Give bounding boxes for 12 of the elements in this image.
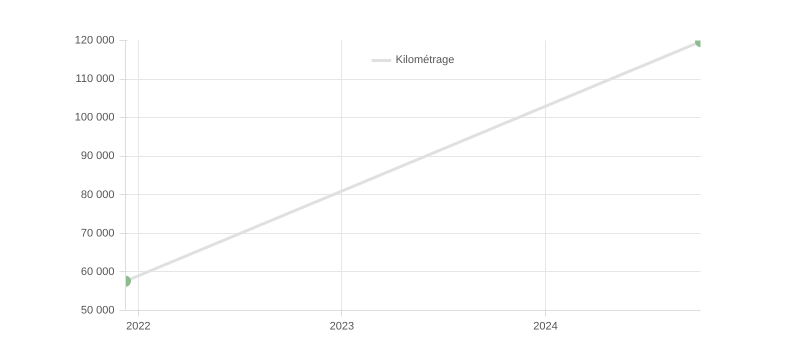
y-tick-label: 60 000 bbox=[80, 266, 115, 278]
y-tick-label: 100 000 bbox=[74, 112, 115, 124]
x-tick-label: 2024 bbox=[533, 320, 558, 332]
legend-label: Kilométrage bbox=[396, 54, 454, 66]
y-tick-label: 120 000 bbox=[74, 34, 115, 46]
y-tick-label: 90 000 bbox=[80, 150, 115, 162]
y-tick-label: 50 000 bbox=[80, 304, 115, 316]
x-tick-label: 2023 bbox=[330, 320, 354, 332]
y-tick-label: 70 000 bbox=[80, 227, 115, 240]
x-tick-label: 2022 bbox=[126, 320, 151, 332]
y-tick-label: 110 000 bbox=[76, 73, 115, 86]
y-tick-label: 80 000 bbox=[80, 188, 115, 201]
